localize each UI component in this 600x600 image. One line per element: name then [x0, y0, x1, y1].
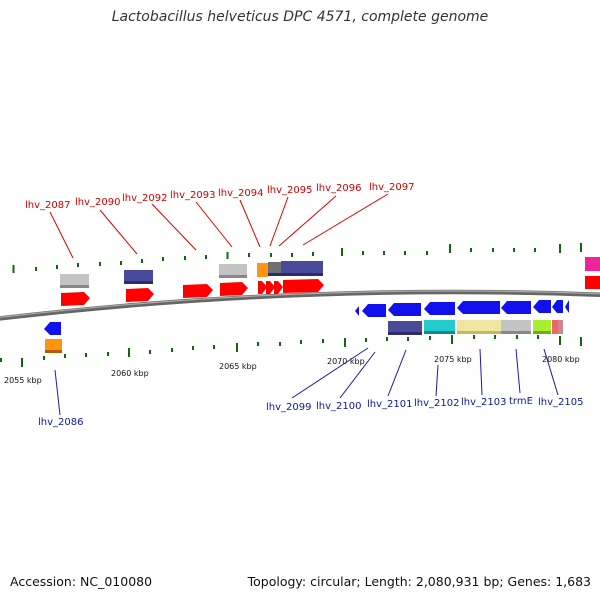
gene-label-lhv-2095: lhv_2095 — [267, 185, 312, 196]
scale-label-2075: 2075 kbp — [434, 355, 472, 364]
gene-label-trme: trmE — [509, 396, 533, 407]
gene-box-edge-1 — [552, 320, 558, 334]
gene-arrow-small-3 — [565, 300, 569, 313]
gene-box-lhv-2090 — [124, 270, 153, 284]
top-leader-lines — [49, 193, 389, 259]
gene-label-lhv-2105: lhv_2105 — [538, 397, 583, 408]
gene-label-lhv-2090: lhv_2090 — [75, 197, 120, 208]
gene-box-edge-top — [585, 257, 600, 271]
gene-box-lhv-2105 — [533, 320, 551, 334]
gene-arrow-small-2 — [552, 300, 563, 313]
accession-text: Accession: NC_010080 — [10, 574, 153, 589]
scale-label-2065: 2065 kbp — [219, 362, 257, 371]
reverse-cog-boxes — [45, 320, 563, 353]
gene-arrow-lhv-2087 — [61, 292, 90, 306]
gene-arrow-lhv-2096 — [274, 281, 283, 294]
reverse-gene-arrows — [44, 300, 569, 335]
gene-arrow-lhv-2094 — [258, 281, 267, 294]
gene-box-lhv-2086 — [45, 339, 62, 353]
genome-summary-text: Topology: circular; Length: 2,080,931 bp… — [247, 574, 591, 589]
gene-label-lhv-2092: lhv_2092 — [122, 193, 167, 204]
gene-label-lhv-2097: lhv_2097 — [369, 182, 414, 193]
gene-label-lhv-2102: lhv_2102 — [414, 398, 459, 409]
gene-label-lhv-2100: lhv_2100 — [316, 401, 361, 412]
gene-box-lhv-2093 — [219, 264, 247, 278]
bottom-leader-lines — [54, 347, 559, 416]
gene-arrow-lhv-2102 — [424, 302, 455, 315]
gene-box-lhv-2087 — [60, 274, 89, 288]
gene-label-lhv-2101: lhv_2101 — [367, 399, 412, 410]
gene-arrow-trme — [501, 301, 531, 314]
gene-arrow-lhv-2097 — [283, 279, 324, 293]
gene-arrow-lhv-2101 — [388, 303, 421, 316]
gene-box-trme — [501, 320, 531, 334]
gene-arrow-lhv-2095 — [266, 281, 275, 294]
gene-box-lhv-2097 — [281, 261, 323, 275]
gene-arrow-lhv-2086 — [44, 322, 61, 335]
inner-tick-row — [0, 335, 582, 367]
map-title: Lactobacillus helveticus DPC 4571, compl… — [111, 9, 489, 25]
gene-arrow-lhv-2105 — [533, 300, 551, 313]
gene-box-lhv-2102 — [424, 320, 455, 334]
gene-arrow-lhv-2099 — [362, 304, 386, 317]
gene-label-lhv-2087: lhv_2087 — [25, 200, 70, 211]
genome-backbone-highlight — [0, 290, 600, 319]
gene-arrow-edge — [585, 276, 600, 289]
gene-box-lhv-2095 — [268, 262, 281, 276]
forward-gene-arrows — [61, 276, 600, 306]
gene-box-lhv-2103 — [457, 320, 501, 334]
outer-tick-row — [12, 243, 582, 273]
gene-label-lhv-2093: lhv_2093 — [170, 190, 215, 201]
gene-label-lhv-2096: lhv_2096 — [316, 183, 361, 194]
gene-box-lhv-2094 — [257, 263, 268, 277]
scale-label-2060: 2060 kbp — [111, 369, 149, 378]
scale-label-2055: 2055 kbp — [4, 376, 42, 385]
gene-arrow-lhv-2103 — [457, 301, 500, 314]
gene-arrow-small-1 — [355, 306, 359, 316]
gene-label-lhv-2086: lhv_2086 — [38, 417, 83, 428]
gene-label-lhv-2099: lhv_2099 — [266, 402, 311, 413]
scale-label-2080: 2080 kbp — [542, 355, 580, 364]
gene-box-edge-2 — [558, 320, 563, 334]
forward-cog-boxes — [60, 257, 600, 288]
gene-arrow-lhv-2090 — [126, 288, 154, 302]
gene-label-lhv-2103: lhv_2103 — [461, 397, 506, 408]
gene-label-lhv-2094: lhv_2094 — [218, 188, 263, 199]
genome-backbone — [0, 289, 600, 321]
gene-box-lhv-2101 — [388, 321, 422, 335]
gene-arrow-lhv-2093 — [220, 282, 248, 296]
scale-label-2070: 2070 kbp — [327, 357, 365, 366]
gene-arrow-lhv-2092 — [183, 284, 213, 298]
